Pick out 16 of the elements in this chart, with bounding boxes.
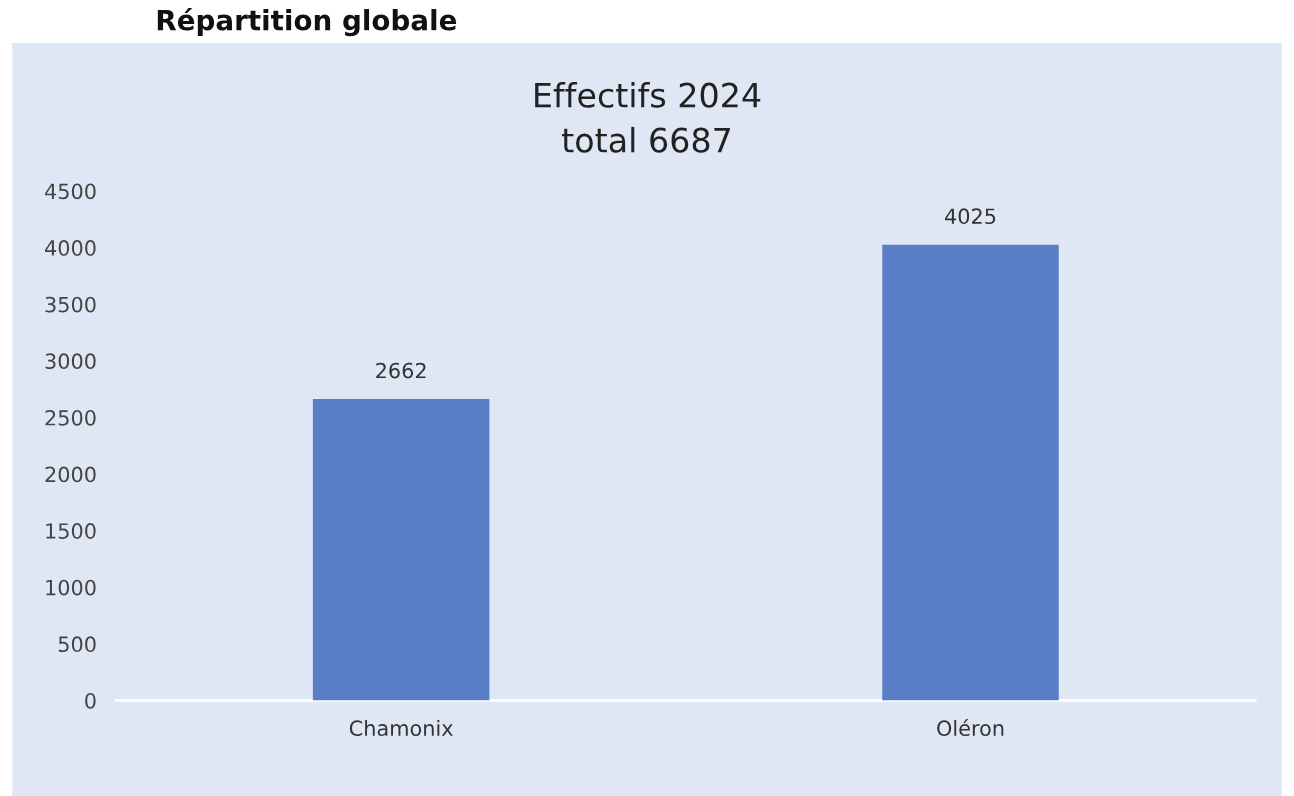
y-tick-label: 3500 xyxy=(45,296,96,313)
y-tick-label: 4000 xyxy=(45,240,96,256)
y-tick-label: 4500 xyxy=(45,183,96,200)
text: Répartition globale xyxy=(157,7,457,37)
y-tick-label: 2000 xyxy=(45,466,96,483)
x-tick-label: Chamonix xyxy=(349,719,453,737)
data-label: 2662 xyxy=(376,362,426,379)
x-tick-label: Oléron xyxy=(937,719,1004,737)
chart-title: Effectifs 2024 total 6687 xyxy=(535,82,761,153)
y-tick-label: 3000 xyxy=(45,353,96,370)
y-tick-label: 0 xyxy=(85,692,96,709)
data-label: 4025 xyxy=(945,208,996,225)
y-tick-label: 500 xyxy=(58,636,96,653)
y-tick-label: 1500 xyxy=(46,523,96,539)
y-tick-label: 1000 xyxy=(46,579,96,596)
y-tick-label: 2500 xyxy=(45,409,96,426)
